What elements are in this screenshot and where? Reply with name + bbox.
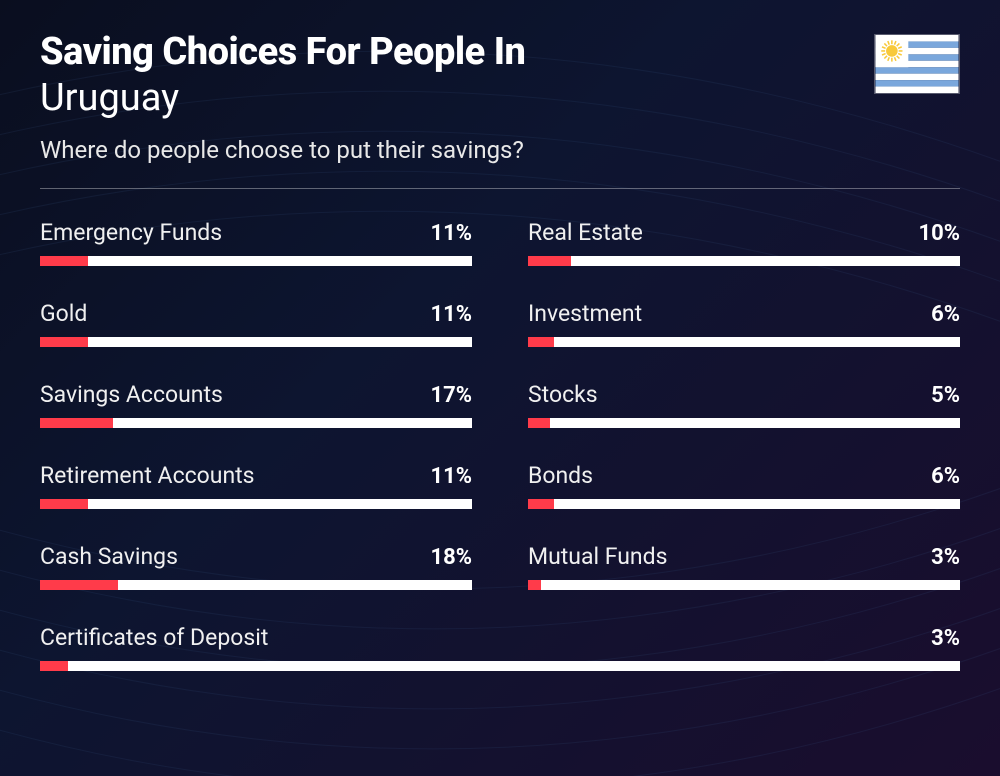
divider [40,188,960,189]
chart-grid: Emergency Funds 11% Real Estate 10% Gold 11% I… [40,219,960,671]
chart-item: Emergency Funds 11% [40,219,472,266]
chart-item-label: Bonds [528,462,593,489]
chart-item: Cash Savings 18% [40,543,472,590]
bar-track [40,499,472,509]
title-line-2: Uruguay [40,76,960,120]
bar-track [528,256,960,266]
chart-item-label: Investment [528,300,642,327]
chart-item-label: Gold [40,300,87,327]
chart-item-value: 18% [430,545,472,570]
chart-item-value: 11% [430,221,472,246]
chart-item-label: Emergency Funds [40,219,222,246]
chart-item-value: 10% [918,221,960,246]
bar-track [528,418,960,428]
chart-item-header: Gold 11% [40,300,472,327]
chart-item-value: 3% [931,545,960,570]
chart-item-header: Savings Accounts 17% [40,381,472,408]
bar-fill [528,499,554,509]
bar-track [528,499,960,509]
bar-fill [40,256,88,266]
chart-item-label: Stocks [528,381,598,408]
chart-item-header: Certificates of Deposit 3% [40,624,960,651]
chart-item-label: Savings Accounts [40,381,223,408]
bar-fill [528,256,571,266]
chart-item: Bonds 6% [528,462,960,509]
chart-item-header: Bonds 6% [528,462,960,489]
chart-item-label: Cash Savings [40,543,178,570]
chart-item: Certificates of Deposit 3% [40,624,960,671]
chart-item: Gold 11% [40,300,472,347]
chart-item-header: Emergency Funds 11% [40,219,472,246]
chart-item: Retirement Accounts 11% [40,462,472,509]
chart-item: Mutual Funds 3% [528,543,960,590]
chart-item-header: Investment 6% [528,300,960,327]
chart-item: Savings Accounts 17% [40,381,472,428]
chart-item-value: 11% [430,464,472,489]
bar-track [40,580,472,590]
chart-item-value: 6% [931,464,960,489]
bar-fill [528,337,554,347]
chart-item-label: Mutual Funds [528,543,667,570]
chart-item-label: Certificates of Deposit [40,624,268,651]
bar-track [40,337,472,347]
title-line-1: Saving Choices For People In [40,30,960,74]
chart-item-header: Real Estate 10% [528,219,960,246]
chart-item-value: 17% [430,383,472,408]
chart-item-header: Retirement Accounts 11% [40,462,472,489]
chart-item-label: Retirement Accounts [40,462,255,489]
bar-track [40,661,960,671]
flag-uruguay-icon [874,34,960,94]
chart-item: Investment 6% [528,300,960,347]
bar-track [40,418,472,428]
subtitle: Where do people choose to put their savi… [40,136,960,164]
header: Saving Choices For People In Uruguay Whe… [40,30,960,164]
bar-fill [40,499,88,509]
chart-item-label: Real Estate [528,219,643,246]
bar-track [528,580,960,590]
chart-item-header: Mutual Funds 3% [528,543,960,570]
bar-fill [40,661,68,671]
chart-item-header: Stocks 5% [528,381,960,408]
bar-fill [528,580,541,590]
bar-fill [40,337,88,347]
chart-item-value: 3% [931,626,960,651]
bar-track [528,337,960,347]
chart-item: Real Estate 10% [528,219,960,266]
chart-item-header: Cash Savings 18% [40,543,472,570]
chart-item-value: 11% [430,302,472,327]
bar-fill [40,580,118,590]
bar-fill [40,418,113,428]
chart-item-value: 6% [931,302,960,327]
chart-item-value: 5% [931,383,960,408]
bar-track [40,256,472,266]
bar-fill [528,418,550,428]
chart-item: Stocks 5% [528,381,960,428]
